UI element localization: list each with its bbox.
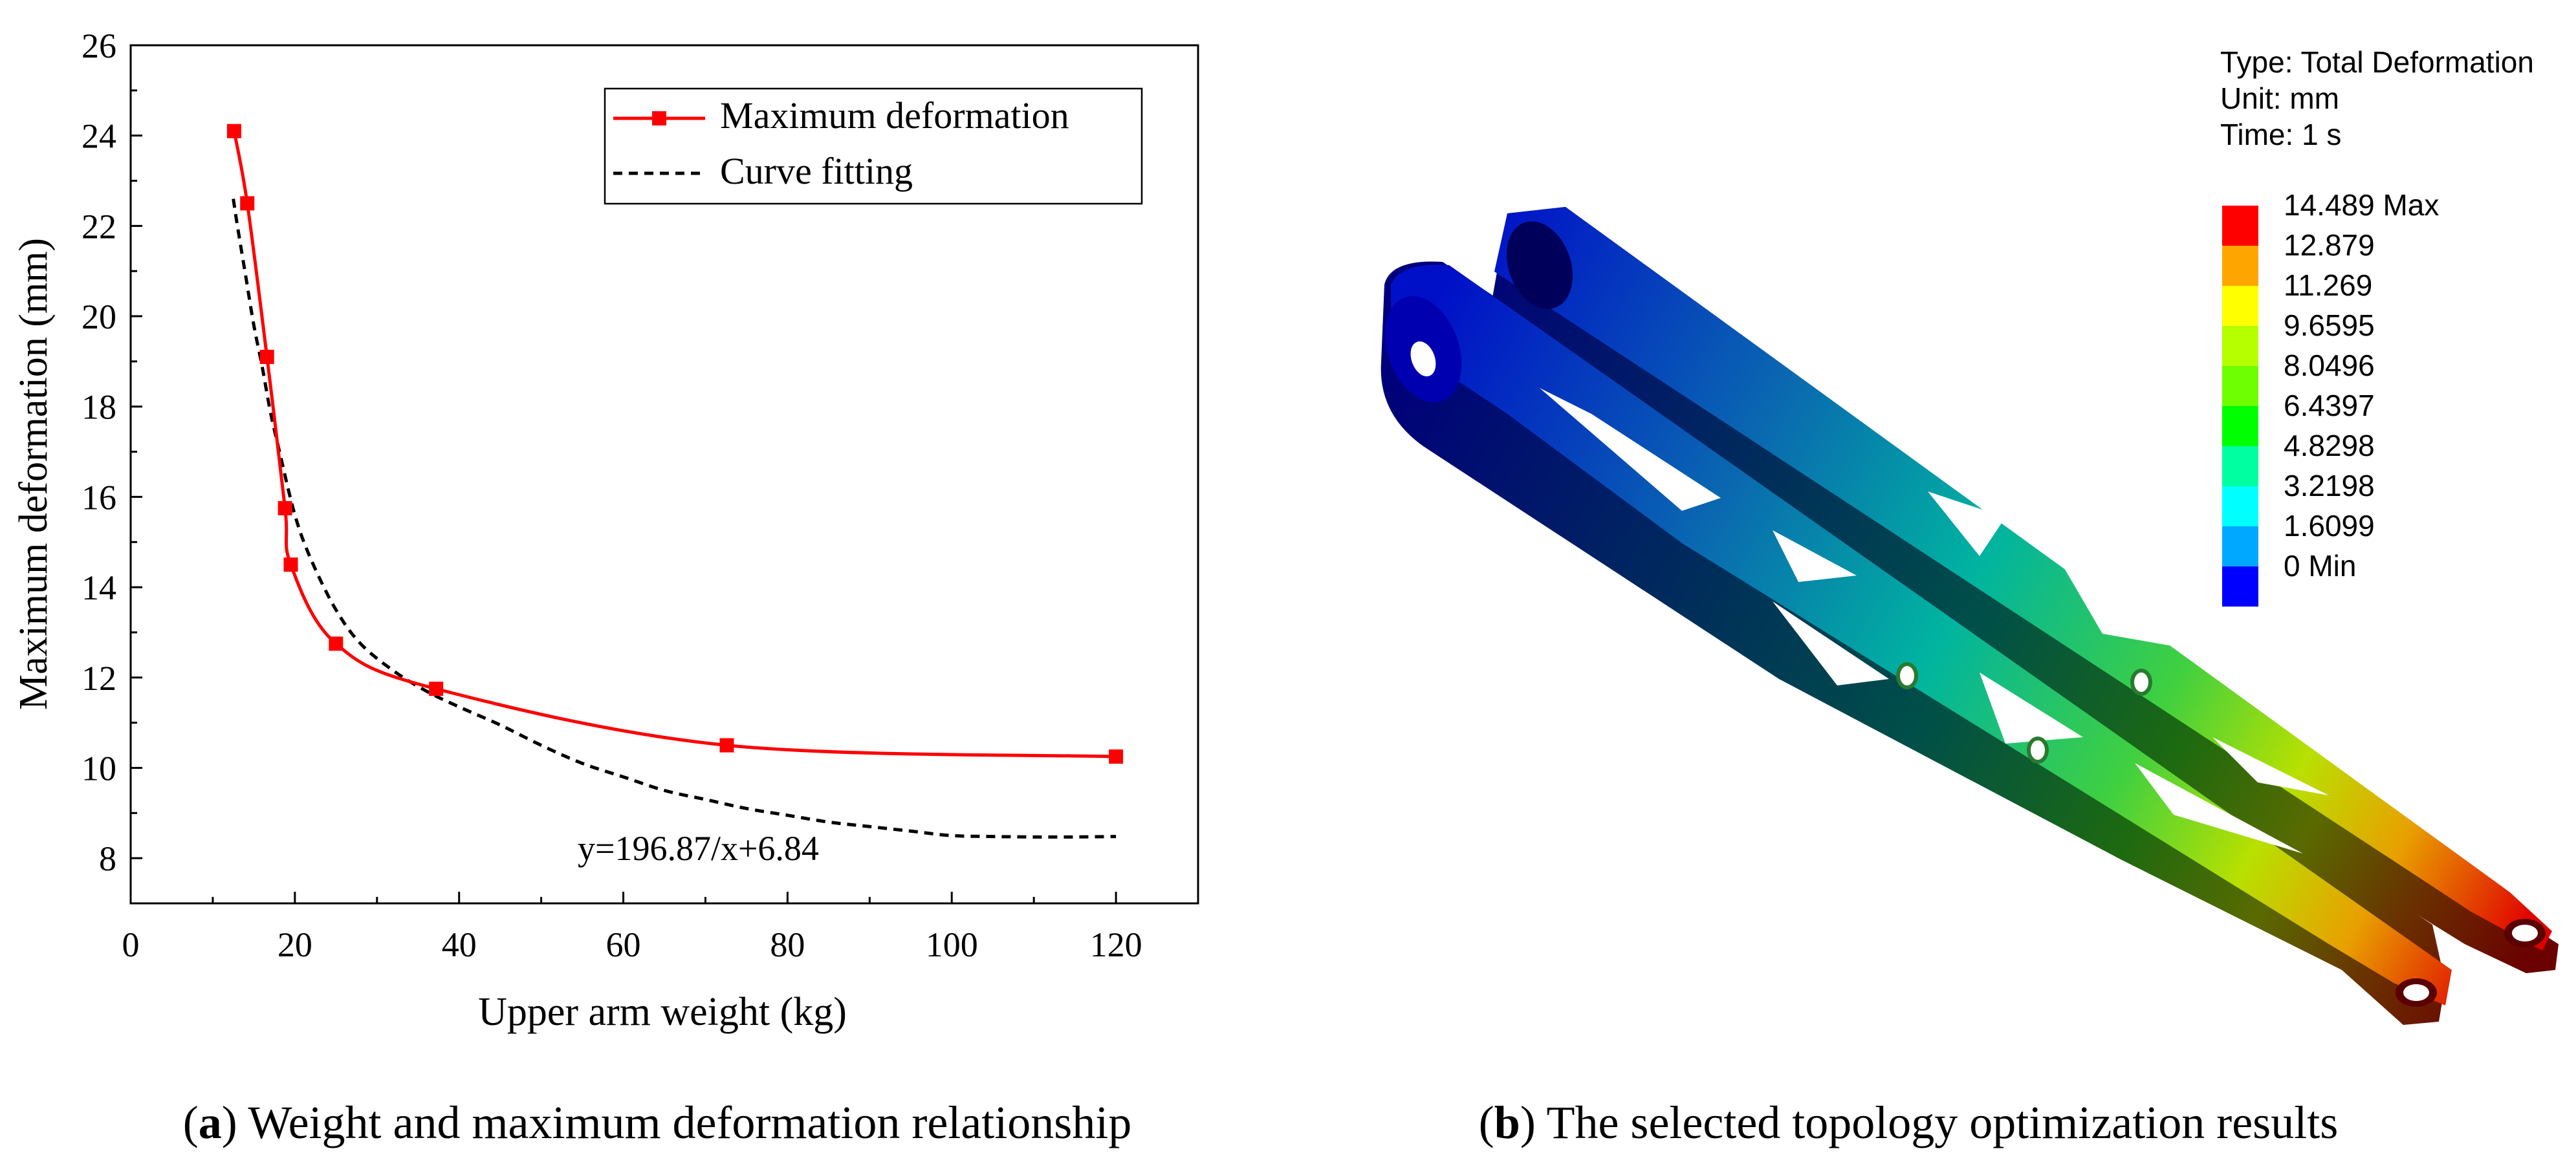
legend-time-line: Time: 1 s [2220, 118, 2341, 151]
caption-a-text: Weight and maximum deformation relations… [237, 1097, 1132, 1148]
front-pivot-hole [1410, 341, 1436, 377]
y-tick-label: 20 [82, 297, 116, 336]
x-tick-label: 0 [122, 925, 140, 964]
y-axis-ticks: 8 10 12 14 16 18 20 22 24 26 [82, 27, 142, 878]
plot-frame [129, 44, 1199, 905]
legend-type-line: Type: Total Deformation [2220, 45, 2534, 79]
legend-level-label: 8.0496 [2284, 349, 2375, 382]
legend-swatch [2222, 246, 2258, 286]
data-point-max-deformation [329, 636, 344, 651]
y-tick-label: 10 [82, 749, 116, 788]
x-axis-ticks: 0 20 40 60 80 100 120 [122, 892, 1142, 964]
fit-equation-annotation: y=196.87/x+6.84 [578, 829, 819, 868]
legend-swatch [2222, 206, 2258, 246]
series-line-curve-fitting [232, 199, 1117, 839]
x-tick-label: 60 [606, 925, 641, 964]
legend-swatch [2222, 566, 2258, 607]
x-tick-label: 100 [926, 925, 978, 964]
data-point-max-deformation [1109, 749, 1124, 764]
data-point-max-deformation [226, 124, 241, 138]
legend-level-label: 9.6595 [2284, 308, 2375, 342]
y-tick-label: 24 [82, 117, 116, 156]
y-tick-label: 14 [82, 568, 116, 607]
legend-swatch [2222, 526, 2258, 566]
legend-levels: 14.489 Max 12.879 11.269 9.6595 8.0496 6.4397… [2222, 188, 2439, 607]
data-point-max-deformation [278, 500, 292, 515]
legend-swatch [2222, 286, 2258, 326]
caption-a: (a) Weight and maximum deformation relat… [183, 1097, 1132, 1148]
legend-level-label: 0 Min [2284, 549, 2356, 583]
legend-level-label: 3.2198 [2284, 469, 2375, 502]
upper-arm-model [1381, 207, 2559, 1025]
x-tick-label: 120 [1090, 925, 1142, 964]
x-tick-label: 20 [278, 925, 312, 964]
y-tick-label: 8 [99, 839, 116, 878]
legend-unit-line: Unit: mm [2220, 81, 2339, 115]
legend-level-label: 11.269 [2284, 268, 2372, 302]
y-tick-label: 18 [82, 388, 116, 427]
bolt-holes [1896, 662, 2152, 764]
x-axis-label: Upper arm weight (kg) [478, 990, 847, 1034]
data-point-max-deformation [719, 738, 734, 753]
truss-cutouts [1540, 388, 2329, 854]
y-tick-label: 26 [82, 27, 116, 65]
series-line-max-deformation [232, 131, 1117, 759]
y-tick-label: 22 [82, 207, 116, 246]
data-point-max-deformation [259, 349, 274, 364]
y-tick-label: 12 [82, 659, 116, 698]
caption-b-label: b [1494, 1097, 1520, 1148]
legend-level-label: 1.6099 [2284, 509, 2375, 543]
legend-marker-max-deformation [652, 111, 666, 125]
legend-swatch [2222, 486, 2258, 526]
legend-box [604, 87, 1143, 205]
fem-result-panel: Type: Total Deformation Unit: mm Time: 1… [1381, 45, 2559, 1025]
series-layer [226, 124, 1124, 839]
data-point-max-deformation [283, 557, 298, 572]
legend-swatch [2222, 326, 2258, 366]
y-tick-label: 16 [82, 478, 116, 517]
deformation-legend: Type: Total Deformation Unit: mm Time: 1… [2220, 45, 2534, 607]
data-point-max-deformation [429, 682, 444, 696]
y-axis-label: Maximum deformation (mm) [12, 238, 56, 710]
x-tick-label: 40 [442, 925, 477, 964]
legend-level-label: 14.489 Max [2284, 188, 2439, 222]
legend-level-label: 6.4397 [2284, 389, 2375, 422]
chart-panel: 0 20 40 60 80 100 120 8 10 12 14 16 18 20 22 24 26 Maxi… [12, 27, 1199, 1034]
legend-swatch [2222, 406, 2258, 446]
caption-b: (b) The selected topology optimization r… [1479, 1097, 2338, 1148]
caption-a-label: a [199, 1097, 222, 1148]
chart-legend: Maximum deformation Curve fitting [604, 87, 1143, 205]
legend-label-max-deformation: Maximum deformation [720, 94, 1069, 136]
legend-swatch [2222, 446, 2258, 486]
legend-level-label: 12.879 [2284, 228, 2375, 262]
caption-b-text: The selected topology optimization resul… [1536, 1097, 2338, 1148]
legend-level-label: 4.8298 [2284, 429, 2375, 462]
legend-label-curve-fitting: Curve fitting [720, 150, 913, 192]
legend-swatch [2222, 366, 2258, 406]
data-point-max-deformation [240, 196, 255, 211]
x-tick-label: 80 [770, 925, 805, 964]
